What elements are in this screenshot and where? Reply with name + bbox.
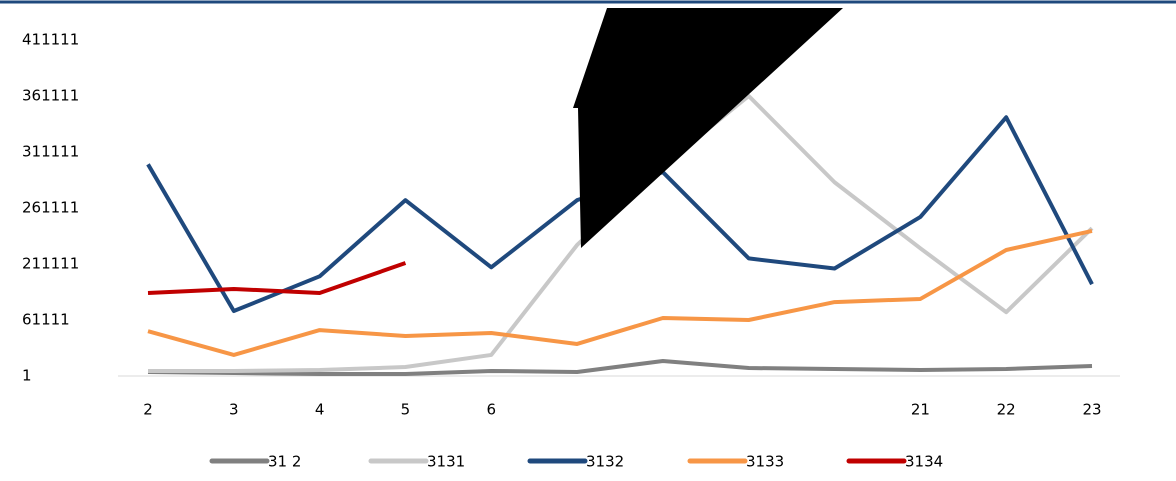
y-tick-label: 311111	[22, 143, 79, 161]
legend-label: 3133	[746, 453, 784, 471]
x-tick-label: 22	[997, 401, 1016, 419]
y-tick-label: 261111	[22, 199, 79, 217]
redaction-shape	[573, 8, 843, 248]
y-tick-label: 411111	[22, 31, 79, 49]
x-tick-label: 3	[229, 401, 239, 419]
y-tick-label: 211111	[22, 255, 79, 273]
legend-label: 31 2	[268, 453, 301, 471]
legend-label: 3134	[905, 453, 943, 471]
legend-label: 3131	[427, 453, 465, 471]
x-tick-label: 2	[143, 401, 153, 419]
legend-label: 3132	[586, 453, 624, 471]
series-line	[147, 229, 1093, 357]
y-tick-label: 361111	[22, 87, 79, 105]
y-tick-label: 61111	[22, 311, 70, 329]
x-tick-label: 5	[401, 401, 411, 419]
x-tick-label: 4	[315, 401, 325, 419]
series-line	[147, 358, 1093, 376]
x-tick-label: 23	[1082, 401, 1101, 419]
x-tick-label: 21	[911, 401, 930, 419]
y-tick-label: 1	[22, 367, 32, 385]
x-tick-label: 6	[486, 401, 496, 419]
series-line	[147, 261, 407, 296]
